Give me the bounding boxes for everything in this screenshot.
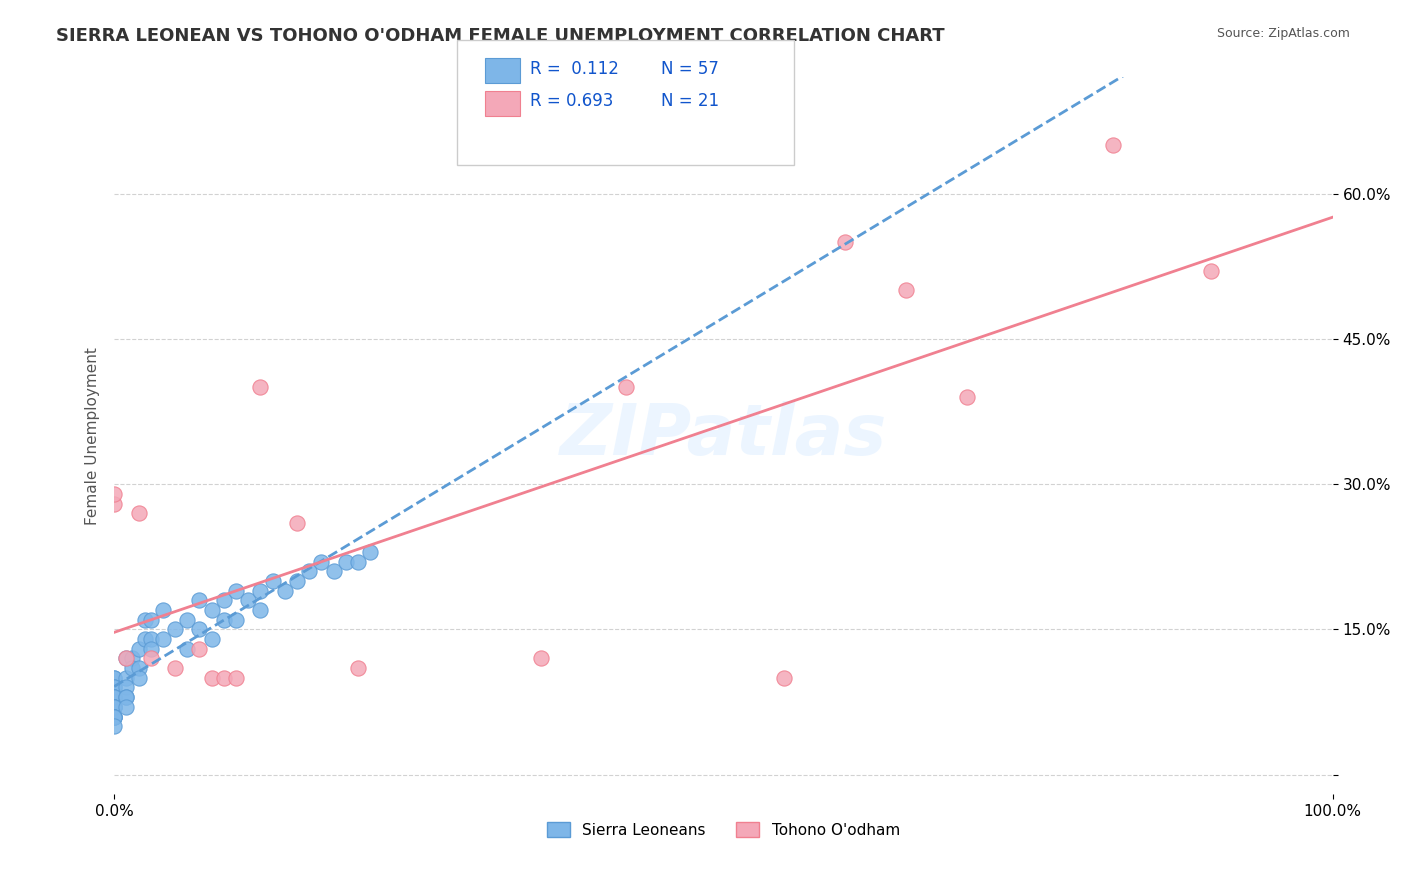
Point [128, 661, 150, 675]
Point [103, 690, 125, 705]
Point [201, 603, 224, 617]
Point [225, 671, 247, 685]
Point [103, 487, 125, 501]
Point [115, 651, 138, 665]
Point [152, 603, 174, 617]
Point [103, 681, 125, 695]
Text: SIERRA LEONEAN VS TOHONO O'ODHAM FEMALE UNEMPLOYMENT CORRELATION CHART: SIERRA LEONEAN VS TOHONO O'ODHAM FEMALE … [56, 27, 945, 45]
Point [103, 709, 125, 723]
Point [139, 632, 162, 646]
Point [614, 380, 637, 394]
Point [115, 699, 138, 714]
Point [121, 661, 143, 675]
Point [322, 564, 344, 578]
Text: N = 57: N = 57 [661, 60, 718, 78]
Point [128, 506, 150, 520]
Point [115, 651, 138, 665]
Point [249, 380, 271, 394]
Point [115, 690, 138, 705]
Point [115, 681, 138, 695]
Point [188, 593, 211, 607]
Point [773, 671, 796, 685]
Point [103, 681, 125, 695]
Point [1102, 138, 1125, 153]
Point [103, 699, 125, 714]
Point [103, 690, 125, 705]
Point [201, 632, 224, 646]
Point [285, 516, 308, 530]
Text: Source: ZipAtlas.com: Source: ZipAtlas.com [1216, 27, 1350, 40]
Point [1199, 264, 1222, 278]
Point [134, 613, 156, 627]
Point [103, 690, 125, 705]
Y-axis label: Female Unemployment: Female Unemployment [86, 347, 100, 524]
Point [139, 641, 162, 656]
Point [165, 661, 187, 675]
Point [285, 574, 308, 588]
Text: R = 0.693: R = 0.693 [530, 92, 613, 110]
Point [274, 583, 297, 598]
Point [103, 719, 125, 733]
Text: N = 21: N = 21 [661, 92, 718, 110]
Point [311, 555, 333, 569]
Point [128, 641, 150, 656]
Point [176, 641, 198, 656]
Point [298, 564, 321, 578]
Point [165, 623, 187, 637]
Point [262, 574, 284, 588]
Point [956, 390, 979, 404]
Point [103, 709, 125, 723]
Point [359, 545, 381, 559]
Point [115, 671, 138, 685]
Point [188, 641, 211, 656]
Point [139, 613, 162, 627]
Point [347, 555, 370, 569]
Point [139, 651, 162, 665]
Point [128, 671, 150, 685]
Point [103, 699, 125, 714]
Point [188, 623, 211, 637]
Point [121, 651, 143, 665]
Point [103, 709, 125, 723]
Point [103, 699, 125, 714]
Point [115, 690, 138, 705]
Point [176, 613, 198, 627]
Point [238, 593, 260, 607]
Point [212, 613, 235, 627]
Point [103, 699, 125, 714]
Point [896, 284, 918, 298]
Point [249, 603, 271, 617]
Legend: Sierra Leoneans, Tohono O'odham: Sierra Leoneans, Tohono O'odham [541, 815, 905, 844]
Point [212, 671, 235, 685]
Point [530, 651, 553, 665]
Point [134, 632, 156, 646]
Text: R =  0.112: R = 0.112 [530, 60, 619, 78]
Point [201, 671, 224, 685]
Point [335, 555, 357, 569]
Point [225, 583, 247, 598]
Text: ZIPatlas: ZIPatlas [560, 401, 887, 470]
Point [152, 632, 174, 646]
Point [347, 661, 370, 675]
Point [103, 671, 125, 685]
Point [103, 671, 125, 685]
Point [103, 709, 125, 723]
Point [249, 583, 271, 598]
Point [225, 613, 247, 627]
Point [212, 593, 235, 607]
Point [834, 235, 856, 249]
Point [103, 496, 125, 510]
